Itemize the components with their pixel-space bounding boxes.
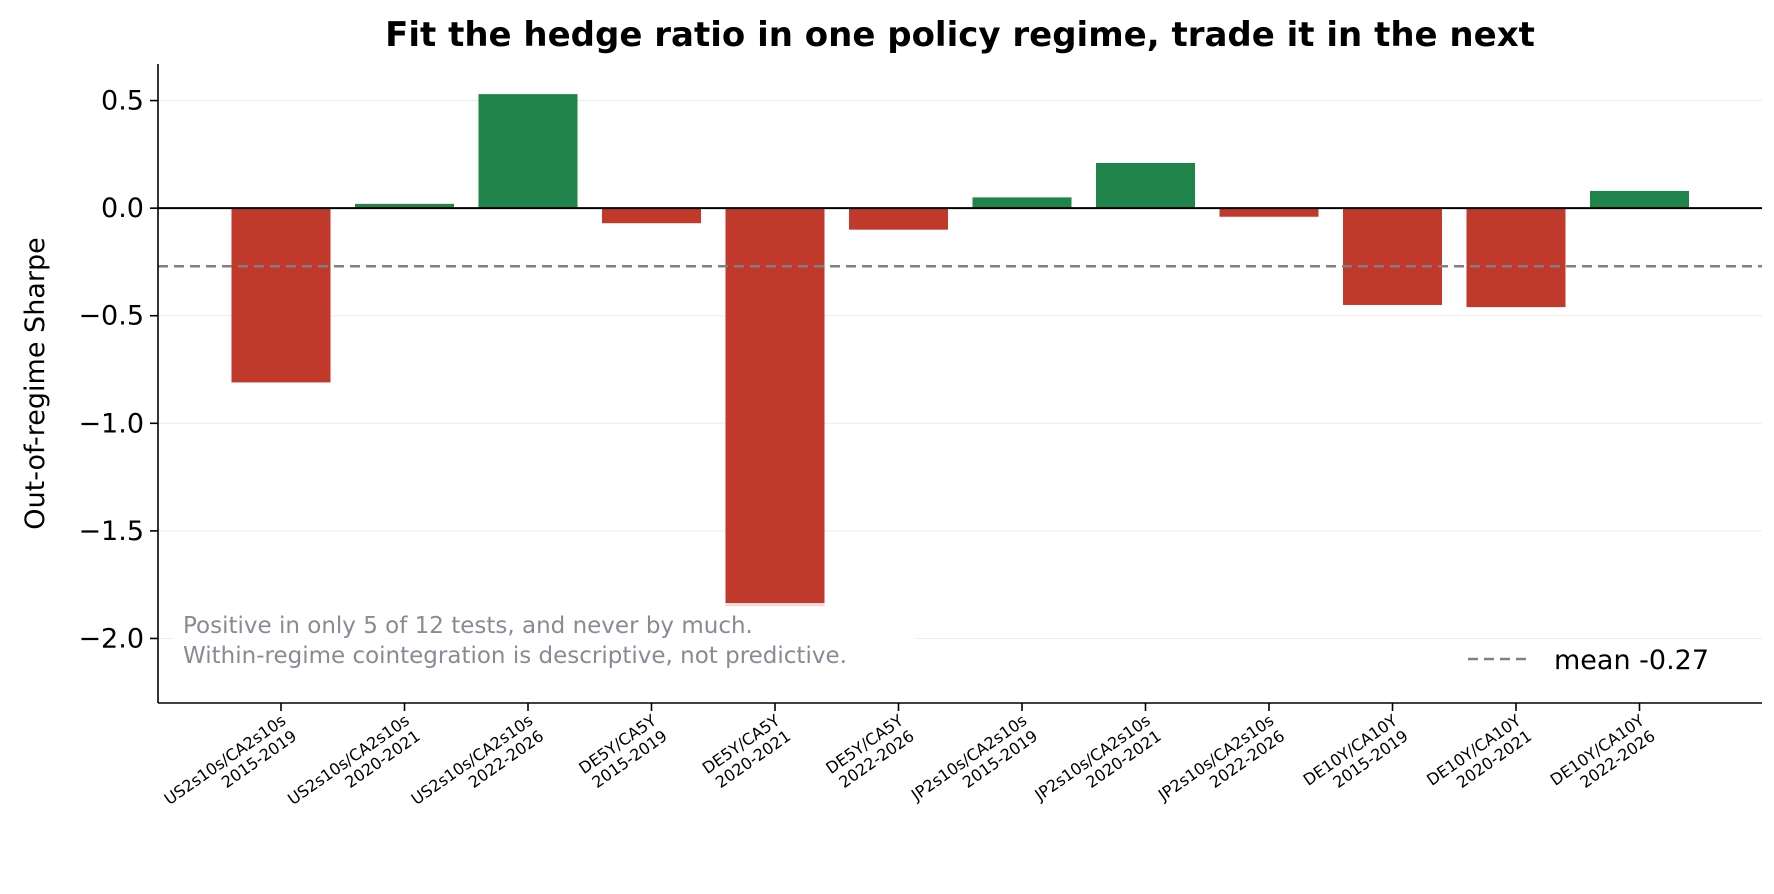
annotation-background <box>172 603 916 699</box>
y-tick-label-0: 0.5 <box>101 86 144 117</box>
y-tick-label-2: −0.5 <box>78 301 144 332</box>
legend: mean -0.27 <box>1468 645 1709 676</box>
bar-4 <box>602 208 701 224</box>
y-axis-label: Out-of-regime Sharpe <box>20 237 51 529</box>
y-tick-label-5: −2.0 <box>78 623 144 654</box>
axes <box>157 64 1762 704</box>
bar-8 <box>1096 162 1195 209</box>
bar-9 <box>1219 208 1319 217</box>
bar-10 <box>1343 208 1442 305</box>
x-ticks: US2s10s/CA2s10s2015-2019US2s10s/CA2s10s2… <box>161 703 1659 809</box>
legend-mean-label: mean -0.27 <box>1554 645 1709 676</box>
bar-12 <box>1590 190 1689 209</box>
annotation-line-2: Within-regime cointegration is descripti… <box>183 643 847 669</box>
y-ticks: 0.5 0.0 −0.5 −1.0 −1.5 −2.0 <box>78 86 158 654</box>
y-tick-label-1: 0.0 <box>101 193 144 224</box>
chart-title: Fit the hedge ratio in one policy regime… <box>385 15 1535 55</box>
y-tick-label-3: −1.0 <box>78 408 144 439</box>
annotation-line-1: Positive in only 5 of 12 tests, and neve… <box>183 613 753 639</box>
bars <box>231 94 1689 607</box>
bar-6 <box>849 208 948 230</box>
gridlines <box>158 100 1762 639</box>
annotation-box: Positive in only 5 of 12 tests, and neve… <box>172 603 916 699</box>
bar-5 <box>725 208 825 607</box>
bar-7 <box>972 197 1072 209</box>
y-tick-label-4: −1.5 <box>78 516 144 547</box>
bar-2 <box>355 203 454 209</box>
bar-11 <box>1466 208 1566 308</box>
bar-3 <box>478 94 578 209</box>
bar-1 <box>231 208 331 383</box>
